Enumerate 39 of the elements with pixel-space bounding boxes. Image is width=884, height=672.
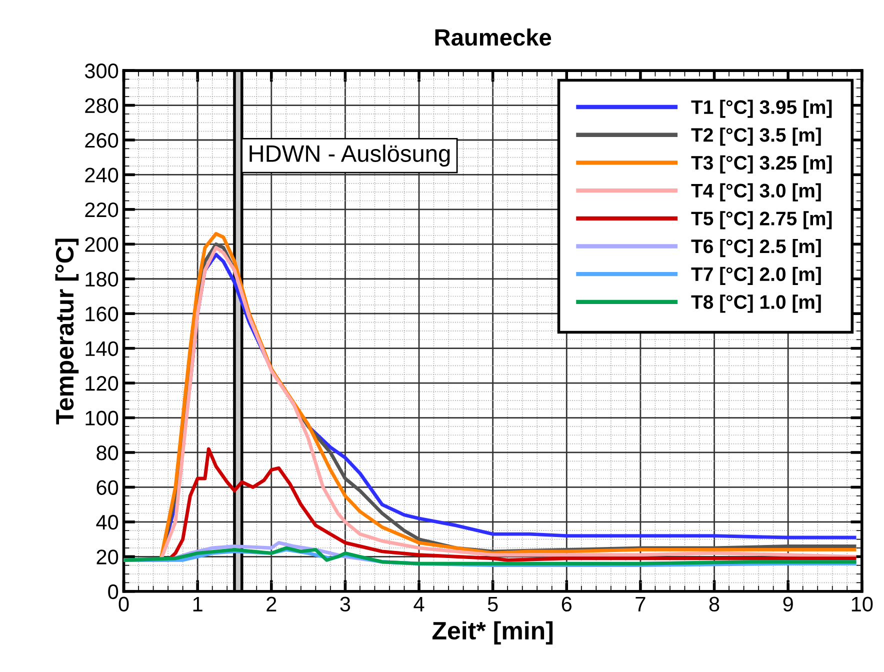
y-tick-label: 120 xyxy=(86,376,118,391)
legend-label: T2 [°C] 3.5 [m] xyxy=(691,128,821,146)
y-tick-label: 300 xyxy=(84,64,118,78)
legend-label: T4 [°C] 3.0 [m] xyxy=(691,183,821,202)
x-tick-label: 3 xyxy=(340,596,350,612)
x-tick-label: 1 xyxy=(193,596,202,612)
y-tick-label: 100 xyxy=(86,410,118,426)
x-tick-label: 4 xyxy=(414,596,424,612)
x-tick-label: 0 xyxy=(118,596,129,612)
x-tick-label: 7 xyxy=(636,596,646,612)
x-tick-label: 2 xyxy=(266,596,276,612)
y-tick-label: 160 xyxy=(86,306,118,322)
y-tick-label: 140 xyxy=(86,341,118,356)
y-tick-label: 280 xyxy=(85,98,118,114)
y-tick-label: 40 xyxy=(96,514,118,530)
y-axis-title: Temperatur [°C] xyxy=(55,238,79,424)
y-tick-label: 80 xyxy=(96,445,118,460)
band-label: HDWN - Auslösung xyxy=(250,144,450,167)
y-tick-label: 240 xyxy=(85,168,118,182)
x-tick-label: 10 xyxy=(852,596,873,612)
chart-title: Raumecke xyxy=(435,28,552,46)
x-tick-label: 5 xyxy=(488,596,498,612)
legend-label: T3 [°C] 3.25 [m] xyxy=(691,155,832,174)
y-tick-label: 200 xyxy=(85,237,118,252)
x-tick-label: 6 xyxy=(562,596,572,612)
legend-label: T7 [°C] 2.0 [m] xyxy=(691,266,821,285)
y-tick-label: 220 xyxy=(85,202,118,218)
legend-label: T1 [°C] 3.95 [m] xyxy=(691,100,832,118)
y-tick-label: 180 xyxy=(86,272,118,287)
y-tick-label: 0 xyxy=(108,584,118,600)
legend-label: T5 [°C] 2.75 [m] xyxy=(691,211,832,230)
x-tick-label: 9 xyxy=(783,596,793,612)
y-tick-label: 260 xyxy=(85,133,118,148)
legend-label: T6 [°C] 2.5 [m] xyxy=(691,238,821,258)
y-tick-label: 60 xyxy=(96,480,118,495)
y-tick-label: 20 xyxy=(96,550,118,564)
x-axis-title: Zeit* [min] xyxy=(432,621,553,644)
legend-label: T8 [°C] 1.0 [m] xyxy=(691,294,821,313)
x-tick-label: 8 xyxy=(709,596,720,612)
